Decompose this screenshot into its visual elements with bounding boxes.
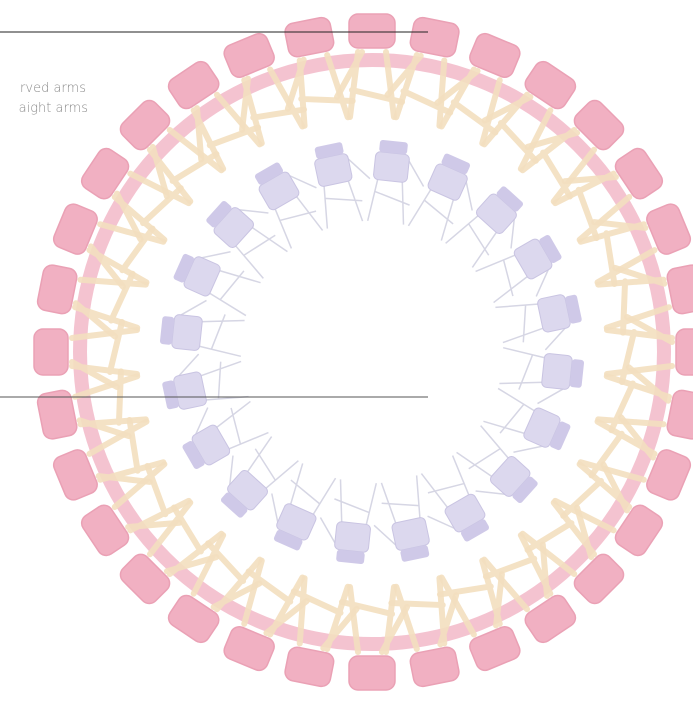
inner-chair [310, 138, 378, 229]
inner-chair [171, 235, 267, 316]
chair-back [409, 646, 461, 688]
chair-back [284, 646, 336, 688]
inner-chair [366, 475, 434, 566]
chair-back [409, 16, 461, 58]
chair-seat [373, 151, 410, 182]
illustration: rved arms aight arms [0, 0, 693, 708]
ring-band [80, 60, 664, 644]
inner-chair [158, 346, 249, 414]
inner-chair [368, 139, 428, 226]
inner-chair [477, 388, 573, 469]
legend-item: rved arms [20, 81, 86, 96]
chair-back [349, 656, 395, 690]
outer-chair [607, 317, 693, 382]
inner-chair [498, 348, 585, 408]
chair-ring [34, 14, 693, 691]
inner-chair [159, 296, 246, 356]
page: rved arms aight arms (() => { const data… [0, 0, 693, 708]
chair-back [349, 14, 395, 48]
inner-chair [495, 290, 586, 358]
inner-chair [316, 478, 376, 565]
chair-back [36, 264, 78, 316]
chair-back [34, 329, 68, 375]
chair-seat [541, 353, 572, 390]
legend-item: aight arms [19, 101, 88, 116]
chair-back [284, 16, 336, 58]
chair-back [676, 329, 693, 375]
chair-seat [171, 314, 202, 351]
inner-chair [408, 151, 489, 247]
inner-chair [255, 457, 336, 553]
chair-seat [334, 521, 371, 552]
